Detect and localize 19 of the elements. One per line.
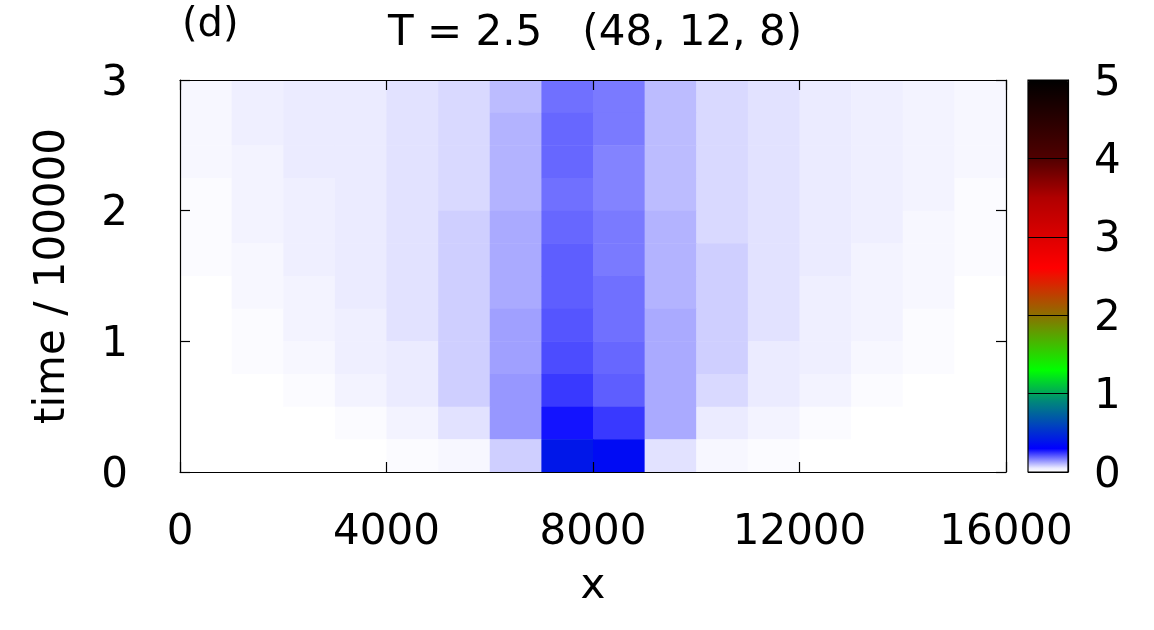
color-bar-label: 4	[1094, 133, 1121, 183]
x-tick-label: 8000	[539, 504, 647, 554]
color-bar-label: 2	[1094, 290, 1121, 340]
x-tick-label: 4000	[333, 504, 440, 554]
x-tick-label: 0	[166, 504, 194, 554]
y-tick-label: 2	[101, 186, 128, 236]
y-tick-label: 0	[101, 447, 128, 497]
y-axis-title: time / 100000	[24, 127, 74, 425]
color-bar-label: 3	[1094, 212, 1121, 262]
y-tick-label: 1	[101, 316, 128, 366]
color-bar-label: 5	[1094, 55, 1121, 105]
color-bar-label: 0	[1094, 447, 1121, 497]
x-tick-label: 16000	[939, 504, 1073, 554]
x-axis-title: x	[580, 558, 606, 608]
y-tick-label: 3	[101, 55, 128, 105]
text: (d)	[182, 0, 239, 45]
color-bar-label: 1	[1094, 369, 1121, 419]
x-tick-label: 12000	[732, 504, 867, 554]
chart-title: T = 2.5 (48, 12, 8)	[386, 5, 803, 55]
